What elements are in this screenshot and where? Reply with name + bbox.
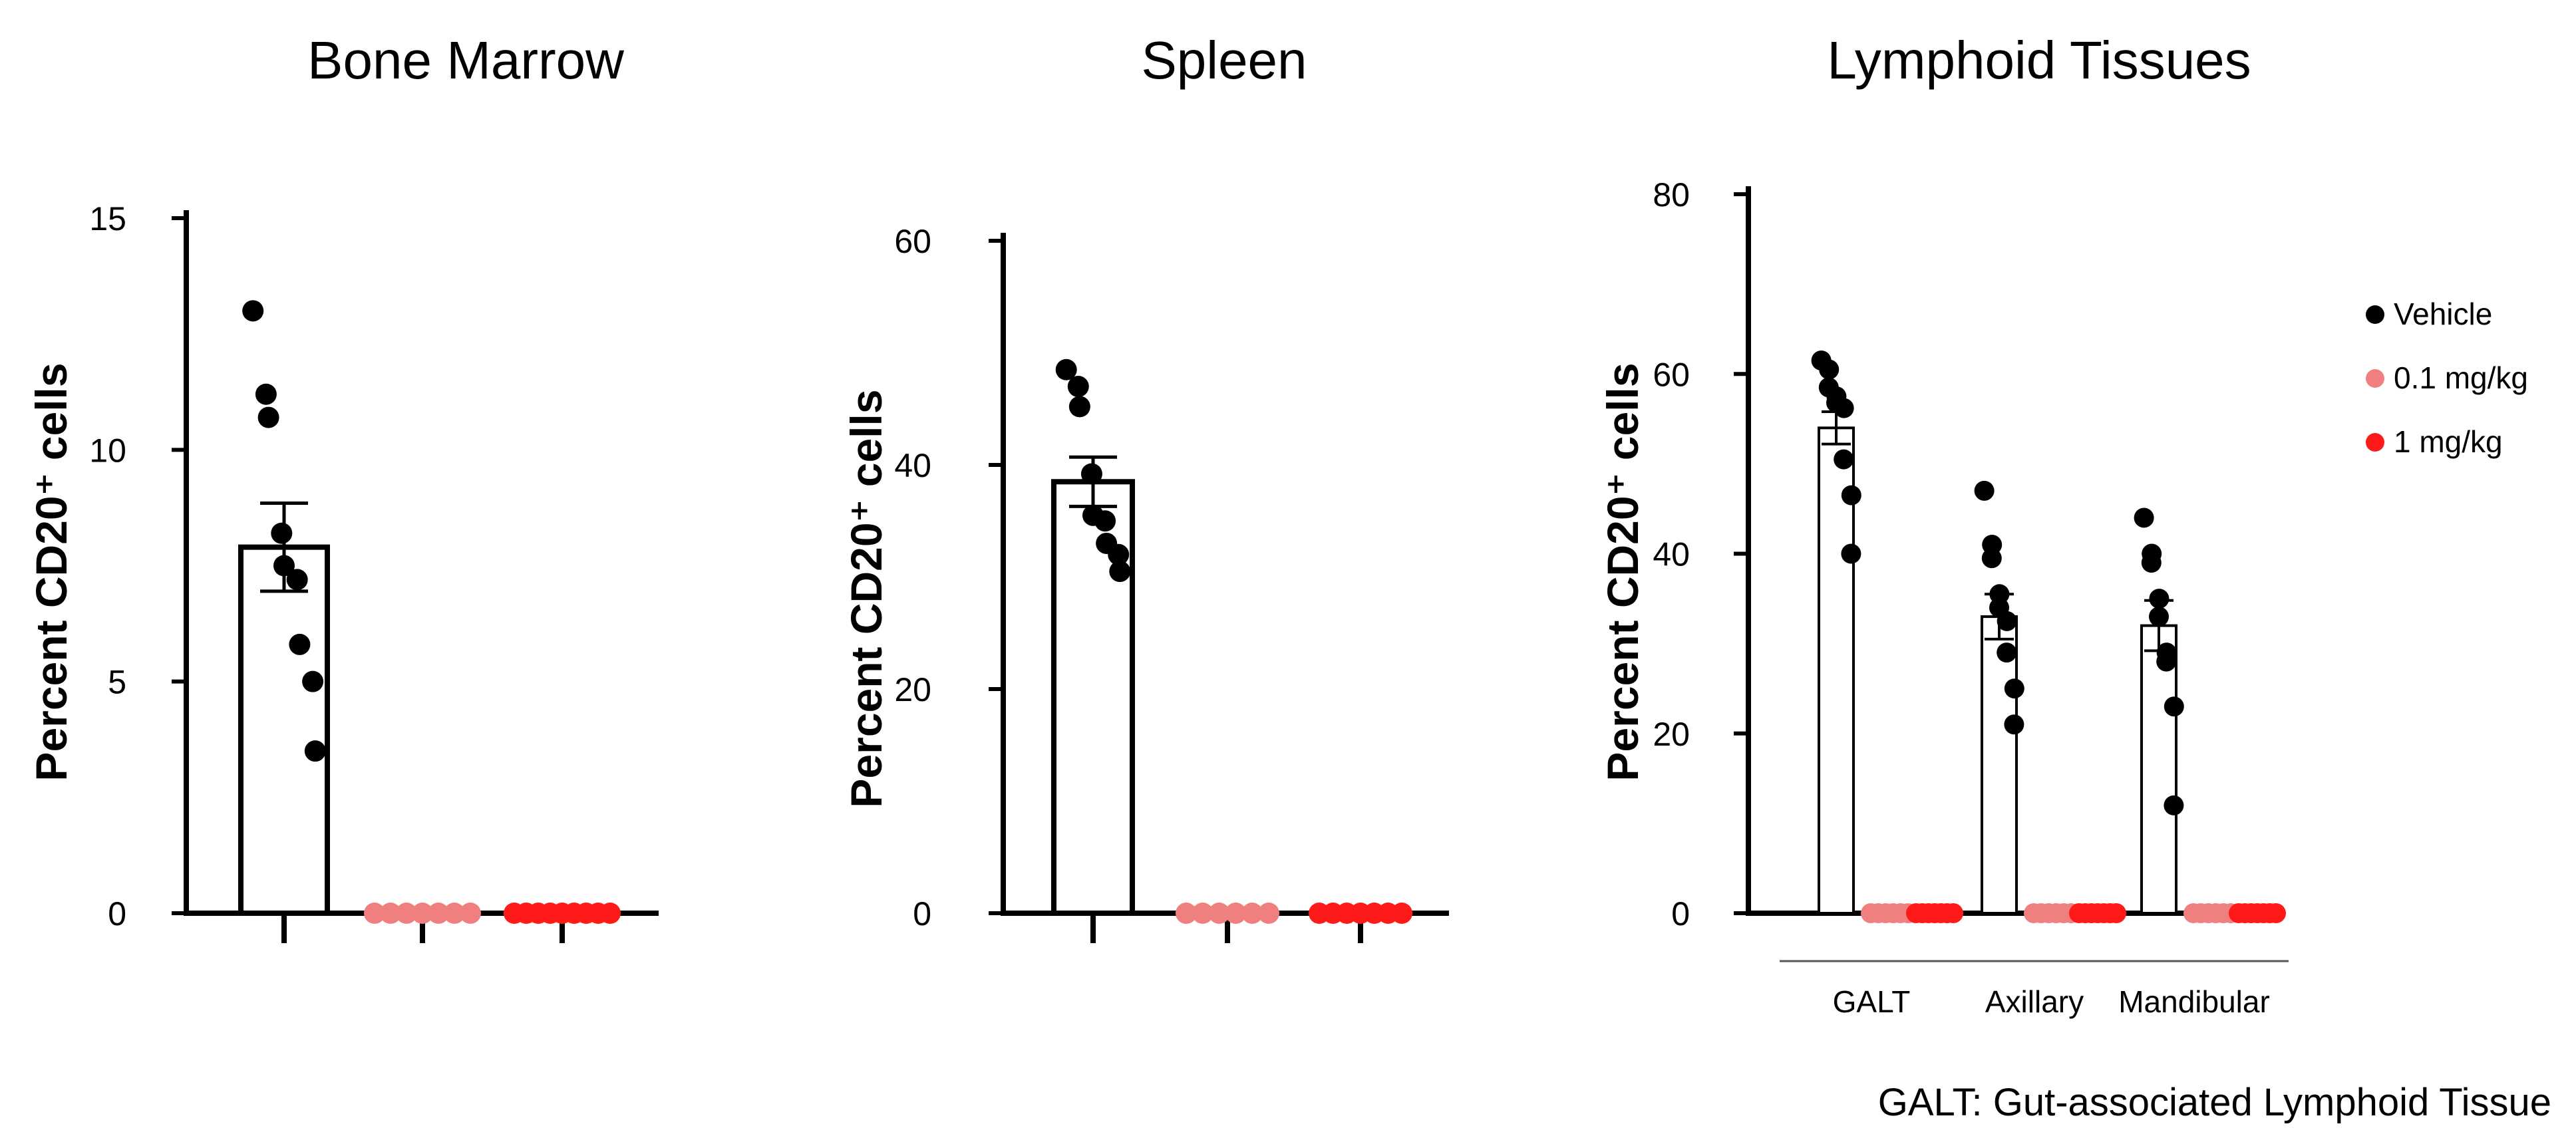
lymphoid-point-0 <box>2004 678 2024 699</box>
bone-marrow-point-1 <box>412 903 433 924</box>
spleen-point-1 <box>1176 903 1197 924</box>
spleen-point-0 <box>1055 359 1077 380</box>
lymphoid-bar-1-0 <box>1981 615 2018 915</box>
lymphoid-point-0 <box>1819 359 1840 380</box>
bone-marrow-point-1 <box>380 903 401 924</box>
spleen-point-1 <box>1225 903 1247 924</box>
spleen-point-0 <box>1067 376 1089 398</box>
bone-marrow-point-0 <box>255 383 277 405</box>
lymphoid-point-0 <box>2156 651 2177 672</box>
bone-marrow-point-0 <box>257 406 279 428</box>
spleen-point-1 <box>1241 903 1263 924</box>
spleen-ytick-label: 60 <box>894 223 931 260</box>
bone-marrow-point-0 <box>286 569 308 591</box>
lymphoid-point-0 <box>1834 449 1854 470</box>
lymphoid-point-2 <box>1943 903 1963 923</box>
spleen-ytick-label: 20 <box>894 671 931 708</box>
lymphoid-point-2 <box>2266 903 2286 923</box>
spleen-point-1 <box>1258 903 1279 924</box>
bone-marrow-point-1 <box>396 903 417 924</box>
bone-marrow-ytick-label: 5 <box>108 664 126 701</box>
legend-label: 1 mg/kg <box>2394 424 2503 459</box>
lymphoid-point-0 <box>2149 607 2169 627</box>
legend-marker <box>2366 433 2384 452</box>
spleen-point-1 <box>1192 903 1213 924</box>
spleen-point-0 <box>1109 561 1131 583</box>
bone-marrow-point-1 <box>444 903 465 924</box>
spleen-ytick-label: 0 <box>913 895 931 933</box>
spleen-point-1 <box>1208 903 1230 924</box>
spleen-point-0 <box>1108 543 1130 565</box>
legend-label: 0.1 mg/kg <box>2394 360 2528 395</box>
lymphoid-point-0 <box>2134 507 2154 528</box>
bone-marrow-point-1 <box>428 903 449 924</box>
spleen-point-0 <box>1068 396 1090 418</box>
lymphoid-point-0 <box>1974 480 1995 501</box>
spleen-title: Spleen <box>1141 31 1307 90</box>
legend-marker <box>2366 369 2384 388</box>
lymphoid-point-0 <box>1834 398 1854 418</box>
bone-marrow-point-0 <box>304 740 326 762</box>
spleen-point-2 <box>1391 903 1412 924</box>
legend-marker <box>2366 305 2384 324</box>
footnote: GALT: Gut-associated Lymphoid Tissue <box>1878 1081 2551 1124</box>
lymphoid-point-0 <box>1841 485 1861 505</box>
bone-marrow-point-0 <box>289 633 311 655</box>
legend-label: Vehicle <box>2394 297 2492 331</box>
lymphoid-point-0 <box>2164 795 2184 815</box>
lymphoid-y-axis-label: Percent CD20⁺ cells <box>1598 362 1647 781</box>
lymphoid-category-label: Axillary <box>1985 984 2084 1019</box>
lymphoid-ytick-label: 60 <box>1653 356 1690 393</box>
bone-marrow-point-1 <box>364 903 385 924</box>
lymphoid-title: Lymphoid Tissues <box>1827 31 2251 90</box>
bone-marrow-ytick-label: 0 <box>108 895 126 933</box>
spleen-ytick-label: 40 <box>894 447 931 484</box>
lymphoid-category-label: Mandibular <box>2118 984 2270 1019</box>
lymphoid-ytick-label: 20 <box>1653 716 1690 753</box>
bone-marrow-ytick-label: 10 <box>89 432 126 469</box>
lymphoid-point-2 <box>2106 903 2126 923</box>
bone-marrow-ytick-label: 15 <box>89 200 126 237</box>
lymphoid-point-0 <box>1997 643 2017 663</box>
lymphoid-ytick-label: 0 <box>1671 895 1690 933</box>
bone-marrow-point-0 <box>273 555 295 577</box>
lymphoid-point-0 <box>1841 543 1861 564</box>
spleen-point-0 <box>1094 510 1116 532</box>
lymphoid-point-0 <box>2141 553 2162 573</box>
spleen-point-0 <box>1080 463 1102 485</box>
lymphoid-ytick-label: 40 <box>1653 536 1690 573</box>
bone-marrow-point-1 <box>460 903 481 924</box>
spleen-y-axis-label: Percent CD20⁺ cells <box>842 389 891 807</box>
bone-marrow-title: Bone Marrow <box>307 31 624 90</box>
lymphoid-point-0 <box>1997 611 2017 631</box>
lymphoid-point-0 <box>2004 714 2024 735</box>
bone-marrow-bar-0 <box>238 544 330 916</box>
lymphoid-point-0 <box>2149 589 2170 609</box>
bone-marrow-point-0 <box>271 522 293 544</box>
lymphoid-point-0 <box>2164 696 2184 717</box>
bone-marrow-point-0 <box>302 670 324 692</box>
bone-marrow-point-0 <box>242 300 264 322</box>
lymphoid-bar-0-0 <box>1818 426 1855 915</box>
lymphoid-ytick-label: 80 <box>1653 176 1690 214</box>
lymphoid-category-label: GALT <box>1833 984 1911 1019</box>
bone-marrow-point-2 <box>599 903 621 924</box>
bone-marrow-y-axis-label: Percent CD20⁺ cells <box>27 362 76 781</box>
lymphoid-point-0 <box>1981 548 2002 569</box>
